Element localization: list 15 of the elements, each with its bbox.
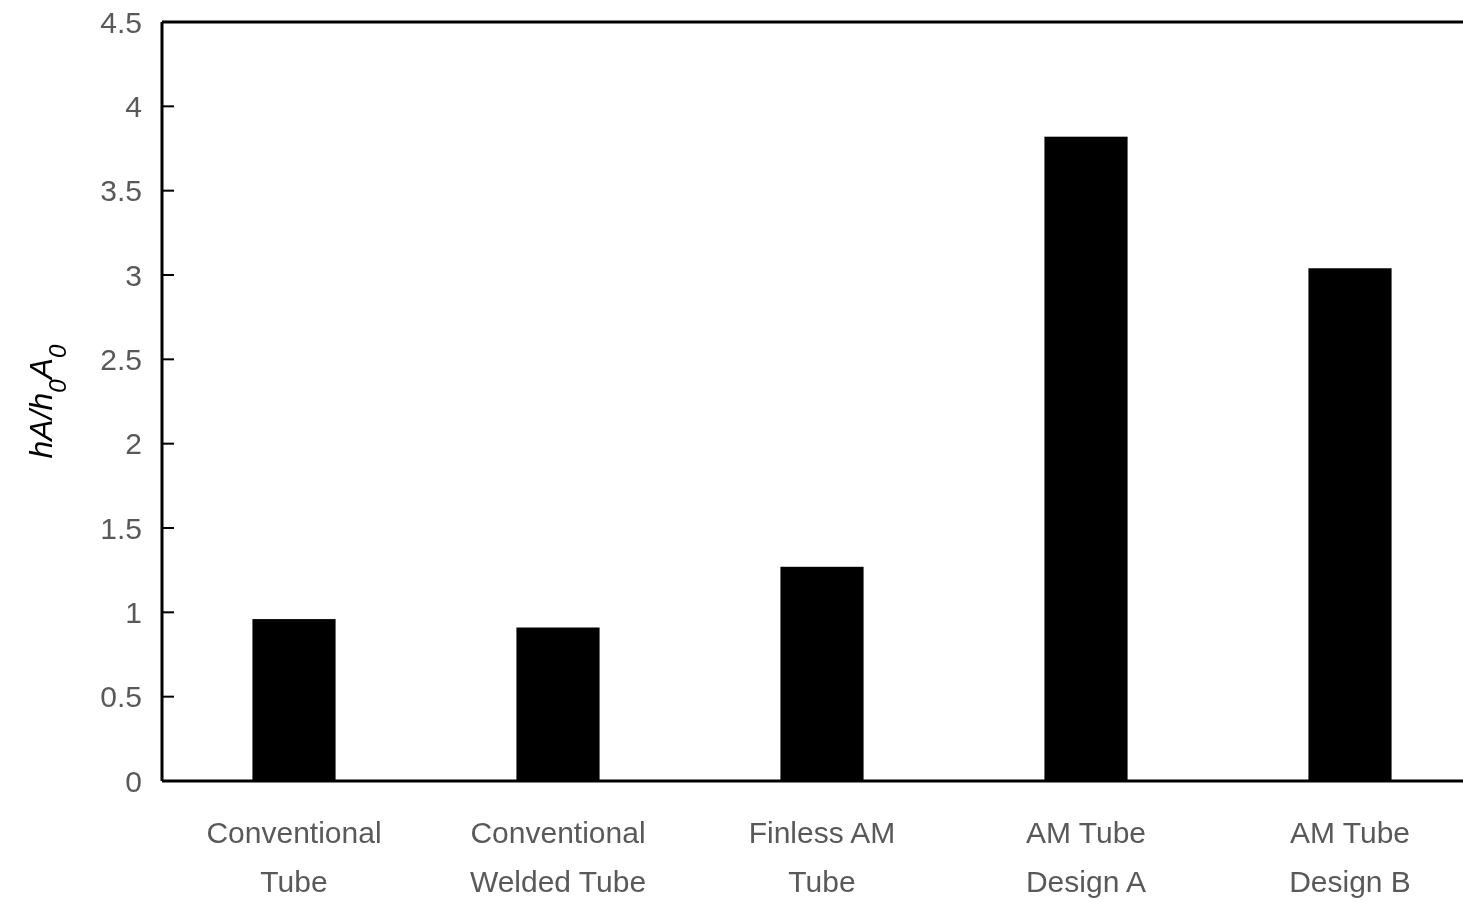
y-tick-label: 0.5 <box>100 680 142 714</box>
x-tick-label: Finless AM Tube <box>748 816 896 898</box>
x-tick-label: AM Tube Design B <box>1289 816 1411 898</box>
y-tick-label: 1 <box>125 595 142 629</box>
y-tick-label: 3.5 <box>100 174 142 208</box>
x-tick-label: AM Tube Design A <box>1025 816 1147 898</box>
y-tick-label: 3 <box>125 258 142 292</box>
y-tick-label: 2.5 <box>100 342 142 376</box>
x-tick-label: Conventional Tube <box>206 816 382 898</box>
y-tick-label: 4.5 <box>100 5 142 39</box>
x-tick-label: Conventional Welded Tube <box>469 816 647 898</box>
y-tick-label: 1.5 <box>100 511 142 545</box>
y-tick-label: 4 <box>125 89 142 123</box>
y-tick-label: 0 <box>125 764 142 798</box>
y-tick-label: 2 <box>125 427 142 461</box>
